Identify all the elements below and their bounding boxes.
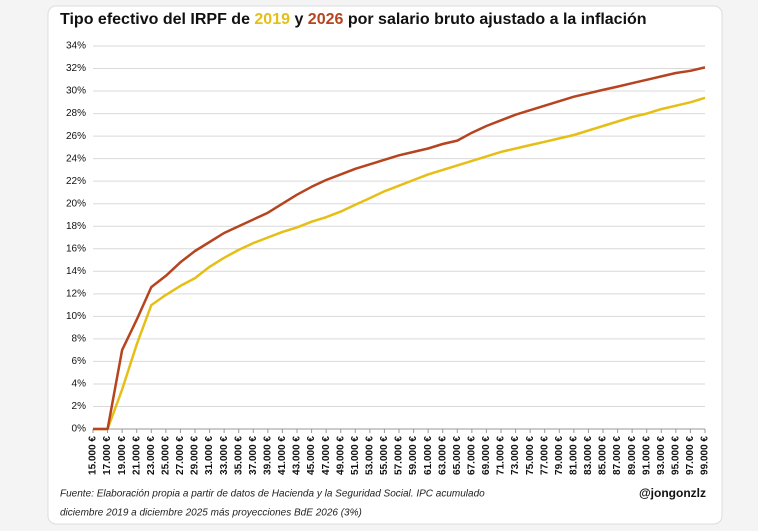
x-tick-label: 29.000 € [190, 436, 201, 475]
title-part: y [290, 11, 308, 28]
source-line: diciembre 2019 a diciembre 2025 más proy… [60, 508, 362, 519]
y-tick-label: 8% [72, 334, 87, 345]
x-tick-label: 81.000 € [568, 436, 579, 475]
x-tick-label: 27.000 € [175, 436, 186, 475]
x-tick-label: 53.000 € [364, 436, 375, 475]
y-tick-label: 14% [66, 266, 86, 277]
y-tick-label: 12% [66, 288, 86, 299]
x-tick-label: 41.000 € [277, 436, 288, 475]
y-tick-label: 0% [72, 424, 87, 435]
title-part: 2019 [254, 11, 290, 28]
x-tick-label: 95.000 € [670, 436, 681, 475]
y-tick-label: 10% [66, 311, 86, 322]
y-tick-label: 16% [66, 243, 86, 254]
x-tick-label: 45.000 € [306, 436, 317, 475]
y-tick-label: 30% [66, 86, 86, 97]
chart-title: Tipo efectivo del IRPF de 2019 y 2026 po… [60, 11, 647, 28]
x-tick-label: 35.000 € [233, 436, 244, 475]
x-tick-label: 71.000 € [496, 436, 507, 475]
x-tick-label: 65.000 € [452, 436, 463, 475]
x-tick-label: 51.000 € [350, 436, 361, 475]
x-tick-label: 57.000 € [394, 436, 405, 475]
x-tick-label: 47.000 € [321, 436, 332, 475]
x-tick-label: 33.000 € [219, 436, 230, 475]
x-tick-label: 85.000 € [598, 436, 609, 475]
x-tick-label: 77.000 € [539, 436, 550, 475]
x-tick-label: 31.000 € [204, 436, 215, 475]
x-tick-label: 59.000 € [408, 436, 419, 475]
x-tick-label: 21.000 € [131, 436, 142, 475]
x-tick-label: 91.000 € [641, 436, 652, 475]
x-tick-label: 61.000 € [423, 436, 434, 475]
y-tick-label: 32% [66, 63, 86, 74]
x-tick-label: 87.000 € [612, 436, 623, 475]
y-tick-label: 20% [66, 198, 86, 209]
x-tick-label: 79.000 € [554, 436, 565, 475]
y-tick-label: 4% [72, 379, 87, 390]
x-tick-label: 89.000 € [627, 436, 638, 475]
x-tick-label: 23.000 € [146, 436, 157, 475]
title-part: 2026 [308, 11, 344, 28]
author: @jongonzlz [639, 486, 706, 500]
x-tick-label: 43.000 € [292, 436, 303, 475]
y-tick-label: 26% [66, 131, 86, 142]
series-line [93, 66, 706, 431]
series-line [93, 96, 706, 431]
y-tick-label: 18% [66, 221, 86, 232]
x-tick-label: 97.000 € [685, 436, 696, 475]
x-tick-label: 83.000 € [583, 436, 594, 475]
title-part: Tipo efectivo del IRPF de [60, 11, 254, 28]
y-tick-label: 24% [66, 153, 86, 164]
x-tick-label: 67.000 € [466, 436, 477, 475]
y-tick-label: 28% [66, 108, 86, 119]
x-tick-label: 15.000 € [88, 436, 99, 475]
y-tick-label: 2% [72, 401, 87, 412]
card [47, 5, 723, 525]
title-part: por salario bruto ajustado a la inflació… [343, 11, 646, 28]
y-tick-label: 22% [66, 176, 86, 187]
x-tick-label: 37.000 € [248, 436, 259, 475]
source-line: Fuente: Elaboración propia a partir de d… [60, 489, 485, 500]
x-tick-label: 99.000 € [700, 436, 711, 475]
y-tick-label: 34% [66, 41, 86, 52]
x-tick-label: 55.000 € [379, 436, 390, 475]
x-tick-label: 25.000 € [160, 436, 171, 475]
x-tick-label: 17.000 € [102, 436, 113, 475]
y-tick-label: 6% [72, 356, 87, 367]
x-tick-label: 63.000 € [437, 436, 448, 475]
x-tick-label: 19.000 € [117, 436, 128, 475]
x-tick-label: 49.000 € [335, 436, 346, 475]
x-tick-label: 73.000 € [510, 436, 521, 475]
x-tick-label: 93.000 € [656, 436, 667, 475]
x-tick-label: 75.000 € [525, 436, 536, 475]
x-tick-label: 69.000 € [481, 436, 492, 475]
x-tick-label: 39.000 € [262, 436, 273, 475]
